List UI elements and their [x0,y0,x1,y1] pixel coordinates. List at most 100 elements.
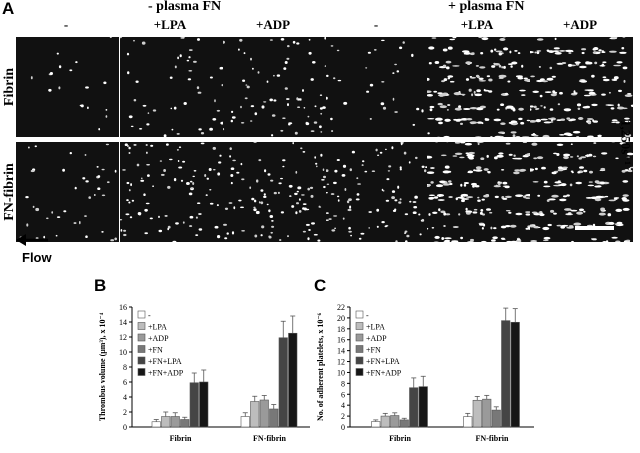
bar [381,416,390,427]
legend-swatch [356,334,363,341]
bar [410,388,419,427]
legend-swatch [138,369,145,376]
bar [391,416,400,427]
legend-label: +ADP [148,334,169,343]
y-tick-label: 20 [337,314,345,323]
group-title-plus-fn: + plasma FN [448,0,524,14]
y-tick-label: 4 [341,401,345,410]
bar [162,417,171,428]
legend-label: +FN [148,346,163,355]
legend-swatch [356,357,363,364]
x-tick-label: FN-fibrin [253,434,286,443]
flow-arrow-icon [16,234,50,246]
y-tick-label: 18 [337,325,345,334]
bar [279,338,288,427]
legend-label: - [148,311,151,320]
legend-label: +ADP [366,334,387,343]
y-tick-label: 12 [337,358,345,367]
legend-swatch [138,311,145,318]
condition-label: - [16,18,116,31]
y-tick-label: 8 [123,363,127,372]
condition-label: +LPA [427,18,527,31]
condition-label: +ADP [530,18,630,31]
y-tick-label: 14 [337,347,345,356]
bar [171,417,180,428]
legend-swatch [138,323,145,330]
micrograph-tile [120,142,223,242]
y-tick-label: 2 [341,412,345,421]
bar [483,399,492,427]
row-label-fn-fibrin: FN-fibrin [3,142,17,242]
y-tick-label: 8 [341,379,345,388]
chart-adherent-platelets: No. of adherent platelets, x 10⁻⁶ 0 2 4 6 8 10… [314,292,540,453]
condition-label: - [326,18,426,31]
legend-label: +LPA [366,323,385,332]
y-tick-label: 22 [337,303,345,312]
bar [419,387,428,427]
legend-swatch [356,323,363,330]
bar [492,410,501,427]
x-tick-label: FN-fibrin [476,434,509,443]
legend-swatch [138,334,145,341]
bar [473,400,482,427]
micrograph-tile [427,37,530,137]
legend-label: +FN [366,346,381,355]
bar [289,333,298,427]
bar [181,420,190,428]
shear-rate-label: 1,250s⁻¹ [620,103,633,183]
bar [190,383,199,427]
bar [511,322,520,427]
flow-label: Flow [22,250,52,265]
y-tick-label: 0 [341,423,345,432]
y-tick-label: 6 [341,390,345,399]
legend-swatch [138,346,145,353]
bar [464,417,473,427]
scale-bar [575,226,614,230]
micrograph-tile [326,142,429,242]
micrograph-tile [427,142,530,242]
y-tick-label: 12 [119,333,127,342]
bar [241,417,250,428]
micrograph-tile [120,37,223,137]
y-tick-label: 16 [337,336,345,345]
micrograph-tile [16,37,119,137]
legend-label: +FN+ADP [366,369,402,378]
y-tick-label: 4 [123,393,127,402]
x-tick-label: Fibrin [389,434,411,443]
legend-swatch [356,346,363,353]
y-tick-label: 2 [123,408,127,417]
y-tick-label: 0 [123,423,127,432]
legend-swatch [356,369,363,376]
legend-swatch [138,357,145,364]
bar [400,420,409,427]
x-tick-label: Fibrin [170,434,192,443]
legend-label: +FN+ADP [148,369,184,378]
y-tick-label: 10 [337,368,345,377]
group-title-minus-fn: - plasma FN [148,0,221,14]
y-tick-label: 16 [119,303,127,312]
y-tick-label: 14 [119,318,127,327]
y-axis-label: No. of adherent platelets, x 10⁻⁶ [316,312,325,421]
bar [372,422,381,427]
bar [200,382,209,427]
legend-label: +FN+LPA [148,357,182,366]
legend-label: +LPA [148,323,167,332]
y-axis-label: Thrombus volume (μm³), x 10⁻⁴ [98,312,107,421]
legend-label: +FN+LPA [366,357,400,366]
micrograph-tile [223,37,326,137]
bar [152,422,161,427]
chart-b-svg: Thrombus volume (μm³), x 10⁻⁴ 0 2 4 6 8 10 12 14… [96,292,316,448]
legend-label: - [366,311,369,320]
condition-label: +LPA [120,18,220,31]
y-tick-label: 6 [123,378,127,387]
chart-thrombus-volume: Thrombus volume (μm³), x 10⁻⁴ 0 2 4 6 8 10 12 14… [96,292,316,453]
bar [270,409,279,427]
condition-label: +ADP [223,18,323,31]
micrograph-tile [326,37,429,137]
chart-c-svg: No. of adherent platelets, x 10⁻⁶ 0 2 4 6 8 10… [314,292,540,448]
micrograph-tile [16,142,119,242]
bar [502,321,511,427]
y-tick-label: 10 [119,348,127,357]
bar [260,400,269,427]
panel-a-letter: A [2,0,14,17]
